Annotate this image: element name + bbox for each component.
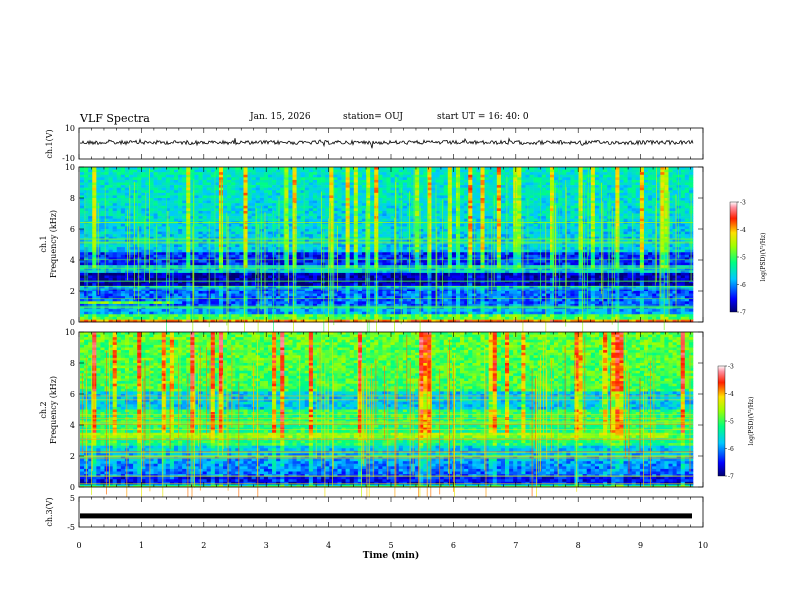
cbar1-ticks-label: -4 — [740, 227, 746, 234]
cbar1-ticks-label: -5 — [740, 255, 746, 262]
spec2-yticks-label: 0 — [70, 483, 75, 492]
cbar2-ticks-label: -5 — [728, 419, 734, 426]
x-axis-label: Time (min) — [363, 550, 420, 561]
spec2-yticks-label: 10 — [65, 328, 75, 337]
spec2-ylabel-bottom: Frequency (kHz) — [49, 376, 58, 444]
cbar1-ticks-label: -3 — [740, 200, 746, 207]
spec1-ylabel-top: ch.1 — [39, 235, 48, 252]
colorbar-1 — [729, 201, 738, 313]
spec1-yticks-label: 0 — [70, 318, 75, 327]
time-axis: 0 1 2 3 4 5 6 7 8 9 10 — [76, 128, 708, 550]
ch1-waveform-line — [79, 137, 694, 149]
x-tick-label: 4 — [326, 541, 331, 550]
spec1-yticks-label: 4 — [70, 256, 75, 265]
spec1-yticks-label: 8 — [70, 194, 75, 203]
x-tick-label: 10 — [698, 541, 708, 550]
ch1-spectrogram — [80, 167, 694, 366]
cbar2-ticks-label: -7 — [728, 474, 734, 481]
ch1-ylabel: ch.1(V) — [45, 129, 54, 158]
spec2-yticks-label: 8 — [70, 359, 75, 368]
ch1-ytick-bottom: -10 — [62, 154, 75, 163]
ch3-trace — [80, 513, 692, 519]
chart-title: VLF Spectra — [80, 112, 150, 125]
x-tick-label: 6 — [451, 541, 456, 550]
start-time-label: start UT = 16: 40: 0 — [437, 112, 529, 122]
x-tick-label: 0 — [76, 541, 81, 550]
spec2-yticks-label: 4 — [70, 421, 75, 430]
spec1-yticks-label: 10 — [65, 163, 75, 172]
spec2-yticks-label: 2 — [70, 452, 75, 461]
spec1-ylabel-bottom: Frequency (kHz) — [49, 210, 58, 278]
ch1-waveform-panel: 10 -10 ch.1(V) — [45, 124, 704, 163]
spec1-yticks-label: 2 — [70, 287, 75, 296]
x-tick-label: 2 — [201, 541, 206, 550]
cbar1-ticks-label: -7 — [740, 310, 746, 317]
x-tick-label: 8 — [576, 541, 581, 550]
colorbar-1-label: log(PSD)(V²/Hz) — [760, 233, 767, 282]
station-label: station= OUJ — [343, 112, 404, 122]
x-tick-label: 3 — [264, 541, 269, 550]
colorbar-2 — [717, 365, 726, 477]
ch1-ytick-top: 10 — [65, 124, 75, 133]
ch3-ylabel: ch.3(V) — [45, 497, 54, 526]
ch1-trace — [79, 137, 694, 149]
spec2-yticks-label: 6 — [70, 390, 75, 399]
ch2-spectrogram — [80, 332, 694, 527]
colorbar-2-label: log(PSD)(V²/Hz) — [748, 397, 755, 446]
x-tick-label: 5 — [388, 541, 393, 550]
x-tick-label: 7 — [513, 541, 518, 550]
date-label: Jan. 15, 2026 — [250, 112, 311, 122]
cbar2-ticks-label: -6 — [728, 446, 734, 453]
x-tick-label: 9 — [638, 541, 643, 550]
ch3-waveform-panel: 5 -5 ch.3(V) — [45, 494, 704, 532]
spec1-yticks-label: 6 — [70, 225, 75, 234]
ch3-ytick-bottom: -5 — [67, 523, 75, 532]
cbar2-ticks-label: -4 — [728, 391, 734, 398]
cbar2-ticks-label: -3 — [728, 364, 734, 371]
x-tick-label: 1 — [139, 541, 144, 550]
cbar1-ticks-label: -6 — [740, 282, 746, 289]
spec2-ylabel-top: ch.2 — [39, 401, 48, 418]
ch3-ytick-top: 5 — [70, 494, 75, 503]
ch1-frame — [78, 127, 704, 160]
